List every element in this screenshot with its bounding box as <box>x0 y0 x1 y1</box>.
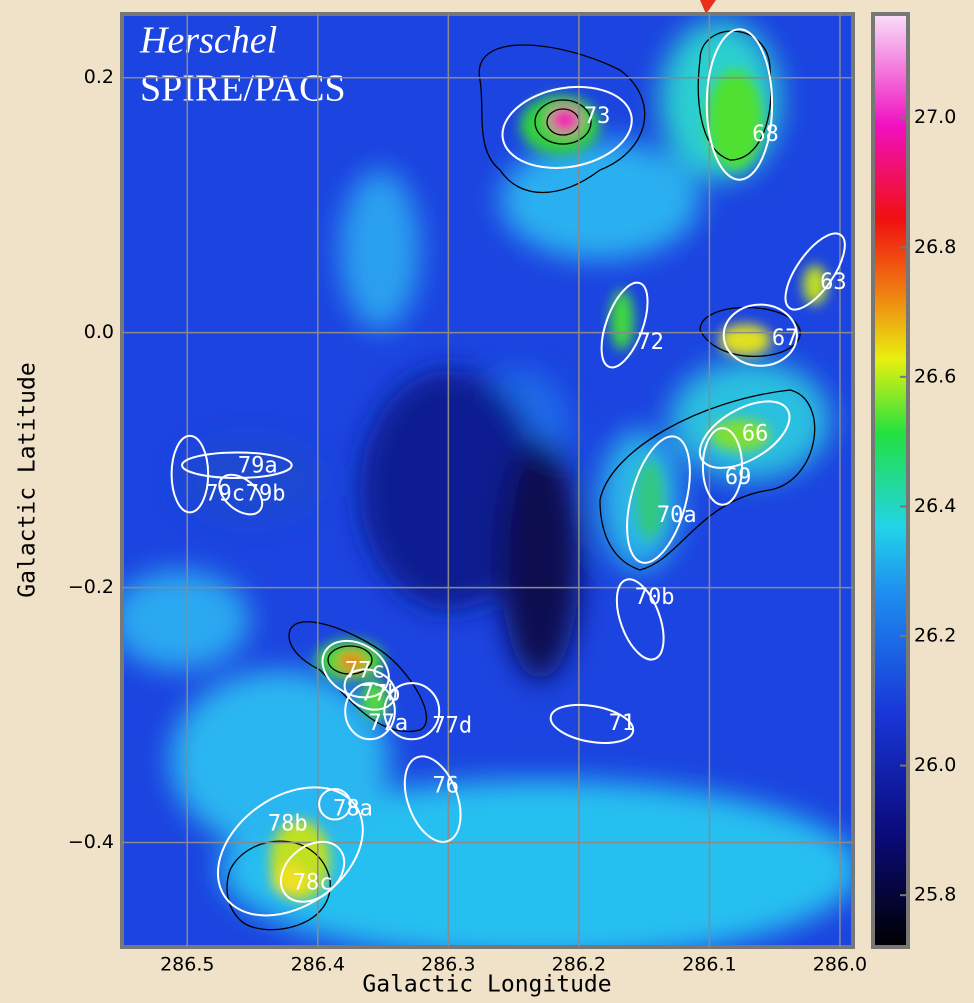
clump-label: 78c <box>293 870 333 895</box>
arrow-decoration <box>700 0 716 14</box>
page: Herschel SPIRE/PACS Galactic Longitude G… <box>0 0 974 1003</box>
clump-label: 78a <box>333 796 373 821</box>
colorbar <box>873 14 908 947</box>
clump-label: 71 <box>609 711 636 736</box>
x-tick-label: 286.2 <box>552 954 606 976</box>
y-tick-label: −0.2 <box>68 576 114 598</box>
colorbar-tick-label: 27.0 <box>914 106 956 128</box>
colorbar-tick-label: 26.0 <box>914 754 956 776</box>
clump-label: 63 <box>820 270 847 295</box>
clump-label: 79c <box>205 482 245 507</box>
y-tick-label: −0.4 <box>68 831 114 853</box>
y-tick-label: 0.0 <box>84 321 114 343</box>
colorbar-tick-label: 25.8 <box>914 884 956 906</box>
clump-label: 77a <box>368 711 408 736</box>
clump-label: 76 <box>432 773 459 798</box>
y-axis-label: Galactic Latitude <box>15 362 41 597</box>
clump-label: 70a <box>657 503 697 528</box>
colorbar-tick-label: 26.2 <box>914 625 956 647</box>
clump-label: 77c <box>345 659 385 684</box>
x-tick-label: 286.1 <box>682 954 736 976</box>
clump-label: 68 <box>752 122 779 147</box>
clump-label: 78b <box>268 812 308 837</box>
clump-label: 73 <box>584 104 611 129</box>
figure: Herschel SPIRE/PACS Galactic Longitude G… <box>0 0 974 1003</box>
clump-label: 72 <box>637 330 664 355</box>
clump-label: 69 <box>725 465 752 490</box>
colorbar-tick-label: 26.4 <box>914 495 956 517</box>
clump-label: 70b <box>635 585 675 610</box>
clump-label: 79a <box>238 453 278 478</box>
clump-label: 67 <box>772 326 799 351</box>
chart-title: Herschel <box>139 20 277 62</box>
x-tick-label: 286.4 <box>291 954 345 976</box>
x-tick-label: 286.3 <box>421 954 475 976</box>
colorbar-tick-label: 26.8 <box>914 236 956 258</box>
x-tick-label: 286.0 <box>813 954 867 976</box>
clump-label: 77d <box>432 713 472 738</box>
y-tick-label: 0.2 <box>84 66 114 88</box>
clump-label: 66 <box>742 422 769 447</box>
x-tick-label: 286.5 <box>160 954 214 976</box>
chart-subtitle: SPIRE/PACS <box>140 68 346 110</box>
clump-label: 79b <box>246 482 286 507</box>
colorbar-tick-label: 26.6 <box>914 365 956 387</box>
